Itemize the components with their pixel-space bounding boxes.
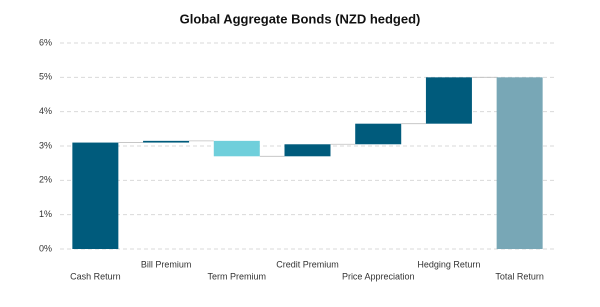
y-tick-label: 6% xyxy=(39,37,52,47)
y-tick-label: 4% xyxy=(39,106,52,116)
y-tick-label: 0% xyxy=(39,243,52,253)
y-tick-label: 5% xyxy=(39,72,52,82)
x-tick-label: Credit Premium xyxy=(276,259,339,269)
bar xyxy=(425,77,472,124)
y-tick-label: 1% xyxy=(39,209,52,219)
bar xyxy=(355,123,402,145)
x-tick-label: Price Appreciation xyxy=(342,271,415,281)
bar xyxy=(143,140,190,143)
x-tick-label: Bill Premium xyxy=(141,259,192,269)
x-tick-label: Total Return xyxy=(495,271,544,281)
x-tick-label: Term Premium xyxy=(208,271,267,281)
y-tick-label: 2% xyxy=(39,175,52,185)
y-tick-label: 3% xyxy=(39,140,52,150)
x-tick-label: Cash Return xyxy=(70,271,121,281)
x-tick-label: Hedging Return xyxy=(417,259,480,269)
bar xyxy=(284,144,331,157)
bar xyxy=(213,140,260,157)
bar xyxy=(72,142,119,249)
chart-title: Global Aggregate Bonds (NZD hedged) xyxy=(180,11,421,26)
bar xyxy=(496,77,543,249)
